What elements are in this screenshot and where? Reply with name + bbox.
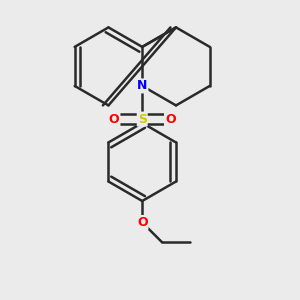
Text: O: O — [137, 216, 148, 229]
Text: O: O — [109, 112, 119, 126]
Text: O: O — [165, 112, 175, 126]
Text: N: N — [137, 80, 147, 92]
Text: S: S — [138, 112, 147, 126]
